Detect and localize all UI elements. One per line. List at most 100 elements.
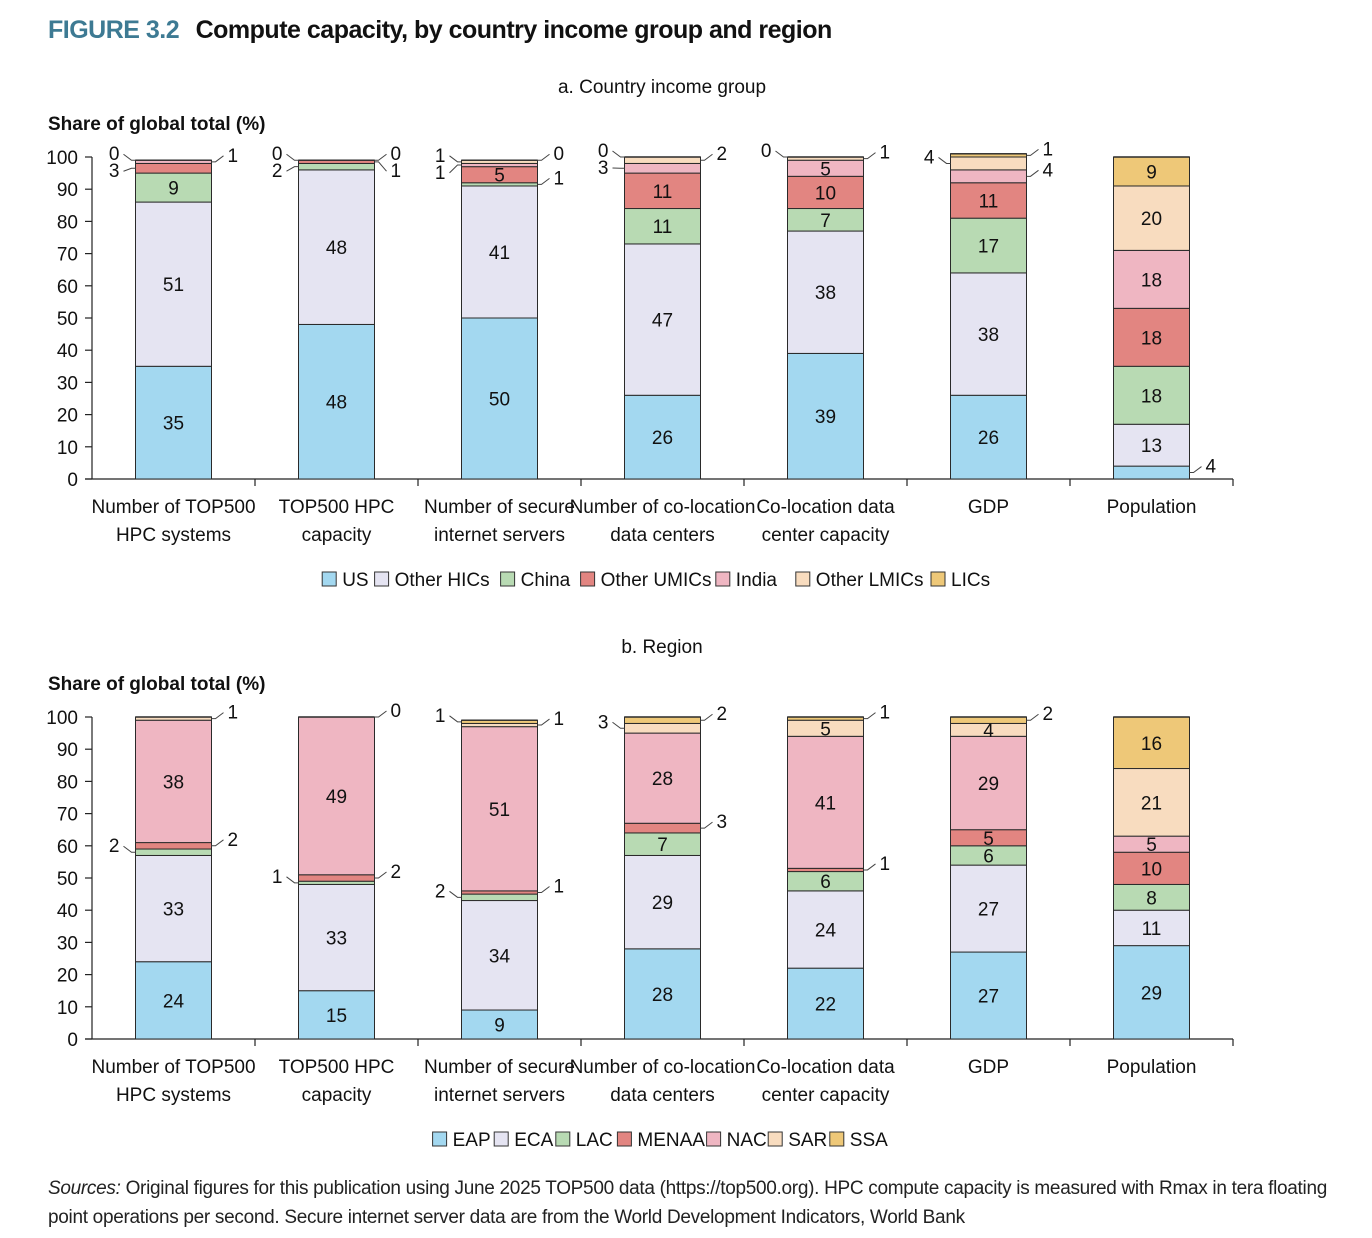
- data-label: 5: [983, 829, 994, 850]
- legend-label: Other UMICs: [601, 570, 712, 591]
- legend-label: EAP: [453, 1130, 491, 1151]
- callout-leader: [449, 890, 462, 898]
- bar-segment-ssa: [624, 716, 701, 724]
- legend-item: EAP: [432, 1130, 491, 1151]
- data-label: 18: [1141, 386, 1162, 407]
- legend-swatch: [616, 1131, 632, 1147]
- data-label: 34: [489, 946, 511, 967]
- callout-label: 1: [1043, 139, 1054, 160]
- x-category-label: capacity: [302, 525, 372, 546]
- legend-label: SAR: [788, 1130, 827, 1151]
- data-label: 9: [168, 179, 179, 200]
- data-label: 51: [489, 800, 510, 821]
- legend-label: India: [736, 570, 778, 591]
- bar-segment-nac: [787, 735, 864, 869]
- data-label: 5: [494, 166, 505, 187]
- data-label: 26: [652, 428, 673, 449]
- figure-title-text: Compute capacity, by country income grou…: [195, 16, 833, 44]
- bar-segment-eca: [461, 900, 538, 1011]
- bar-stack: 15 33 49 1 0 2: [272, 701, 401, 1040]
- callout-label: 0: [598, 141, 609, 162]
- callout-leader: [374, 710, 387, 718]
- bar-stack: 24 33 38 2 1 2: [109, 703, 238, 1040]
- bar-segment-us: [461, 317, 538, 480]
- bar-segment-other-hics: [624, 243, 701, 396]
- callout-leader: [211, 155, 224, 163]
- legend-item: US: [321, 570, 369, 591]
- data-label: 33: [326, 929, 347, 950]
- y-tick-label: 90: [57, 740, 78, 761]
- bar-segment-india: [1113, 249, 1190, 309]
- callout-label: 2: [435, 881, 446, 902]
- data-label: 47: [652, 311, 673, 332]
- bar-segment-eap: [461, 1009, 538, 1040]
- bar-segment-menaap: [1113, 851, 1190, 885]
- bar-segment-us: [1113, 465, 1190, 480]
- callout-leader: [700, 713, 713, 721]
- data-label: 38: [163, 772, 184, 793]
- legend-label: LAC: [576, 1130, 613, 1151]
- data-label: 29: [1141, 983, 1162, 1004]
- data-label: 38: [978, 325, 999, 346]
- callout-label: 2: [717, 144, 728, 165]
- callout-leader: [863, 863, 876, 871]
- data-label: 50: [489, 390, 510, 411]
- legend-label: China: [521, 570, 571, 591]
- bar-stack: 28 29 7 28 3 2 3: [598, 704, 728, 1040]
- callout-label: 4: [1043, 160, 1054, 181]
- callout-label: 2: [717, 704, 728, 725]
- data-label: 7: [820, 211, 831, 232]
- callout-leader: [123, 845, 136, 853]
- callout-leader: [374, 153, 387, 161]
- data-label: 24: [815, 921, 837, 942]
- callout-leader: [123, 167, 136, 172]
- callout-leader: [1026, 148, 1039, 156]
- bar-segment-other-hics: [298, 169, 375, 325]
- legend-label: LICs: [951, 570, 990, 591]
- data-label: 6: [820, 872, 831, 893]
- bar-segment-other-hics: [135, 201, 212, 367]
- callout-label: 2: [1043, 704, 1054, 725]
- y-tick-label: 10: [57, 998, 78, 1019]
- y-tick-label: 60: [57, 837, 78, 858]
- callout-label: 0: [554, 144, 565, 165]
- x-category-label: internet servers: [434, 525, 565, 546]
- x-category-label: center capacity: [762, 1085, 890, 1106]
- data-label: 33: [163, 900, 184, 921]
- data-label: 10: [815, 183, 836, 204]
- data-label: 49: [326, 787, 347, 808]
- data-label: 26: [978, 428, 999, 449]
- data-label: 28: [652, 769, 673, 790]
- data-label: 11: [1142, 919, 1162, 940]
- bar-segment-lics: [1113, 156, 1190, 187]
- callout-label: 2: [109, 836, 120, 857]
- data-label: 7: [657, 835, 668, 856]
- figure-number: FIGURE 3.2: [48, 16, 180, 44]
- callout-label: 0: [109, 144, 120, 165]
- data-label: 18: [1141, 270, 1162, 291]
- x-category-label: capacity: [302, 1085, 372, 1106]
- data-label: 20: [1141, 209, 1162, 230]
- x-category-label: internet servers: [434, 1085, 565, 1106]
- legend-label: Other HICs: [395, 570, 490, 591]
- x-category-label: TOP500 HPC: [279, 1057, 395, 1078]
- bar-segment-us: [298, 323, 375, 480]
- data-label: 5: [820, 719, 831, 740]
- data-label: 11: [979, 191, 999, 212]
- callout-label: 3: [598, 712, 609, 733]
- legend-item: China: [500, 570, 571, 591]
- data-label: 9: [494, 1016, 505, 1037]
- data-label: 35: [163, 414, 184, 435]
- callout-label: 1: [435, 163, 446, 184]
- data-label: 29: [652, 893, 673, 914]
- bar-segment-eap: [624, 948, 701, 1040]
- callout-label: 3: [109, 161, 120, 182]
- x-category-label: Number of secure: [424, 1057, 575, 1078]
- bar-stack: 13 18 18 18 20 9 4: [1113, 156, 1217, 480]
- data-label: 41: [815, 793, 836, 814]
- x-category-label: Co-location data: [756, 497, 895, 518]
- data-label: 24: [163, 991, 185, 1012]
- x-category-label: Number of secure: [424, 497, 575, 518]
- figure-title: FIGURE 3.2 Compute capacity, by country …: [48, 16, 832, 45]
